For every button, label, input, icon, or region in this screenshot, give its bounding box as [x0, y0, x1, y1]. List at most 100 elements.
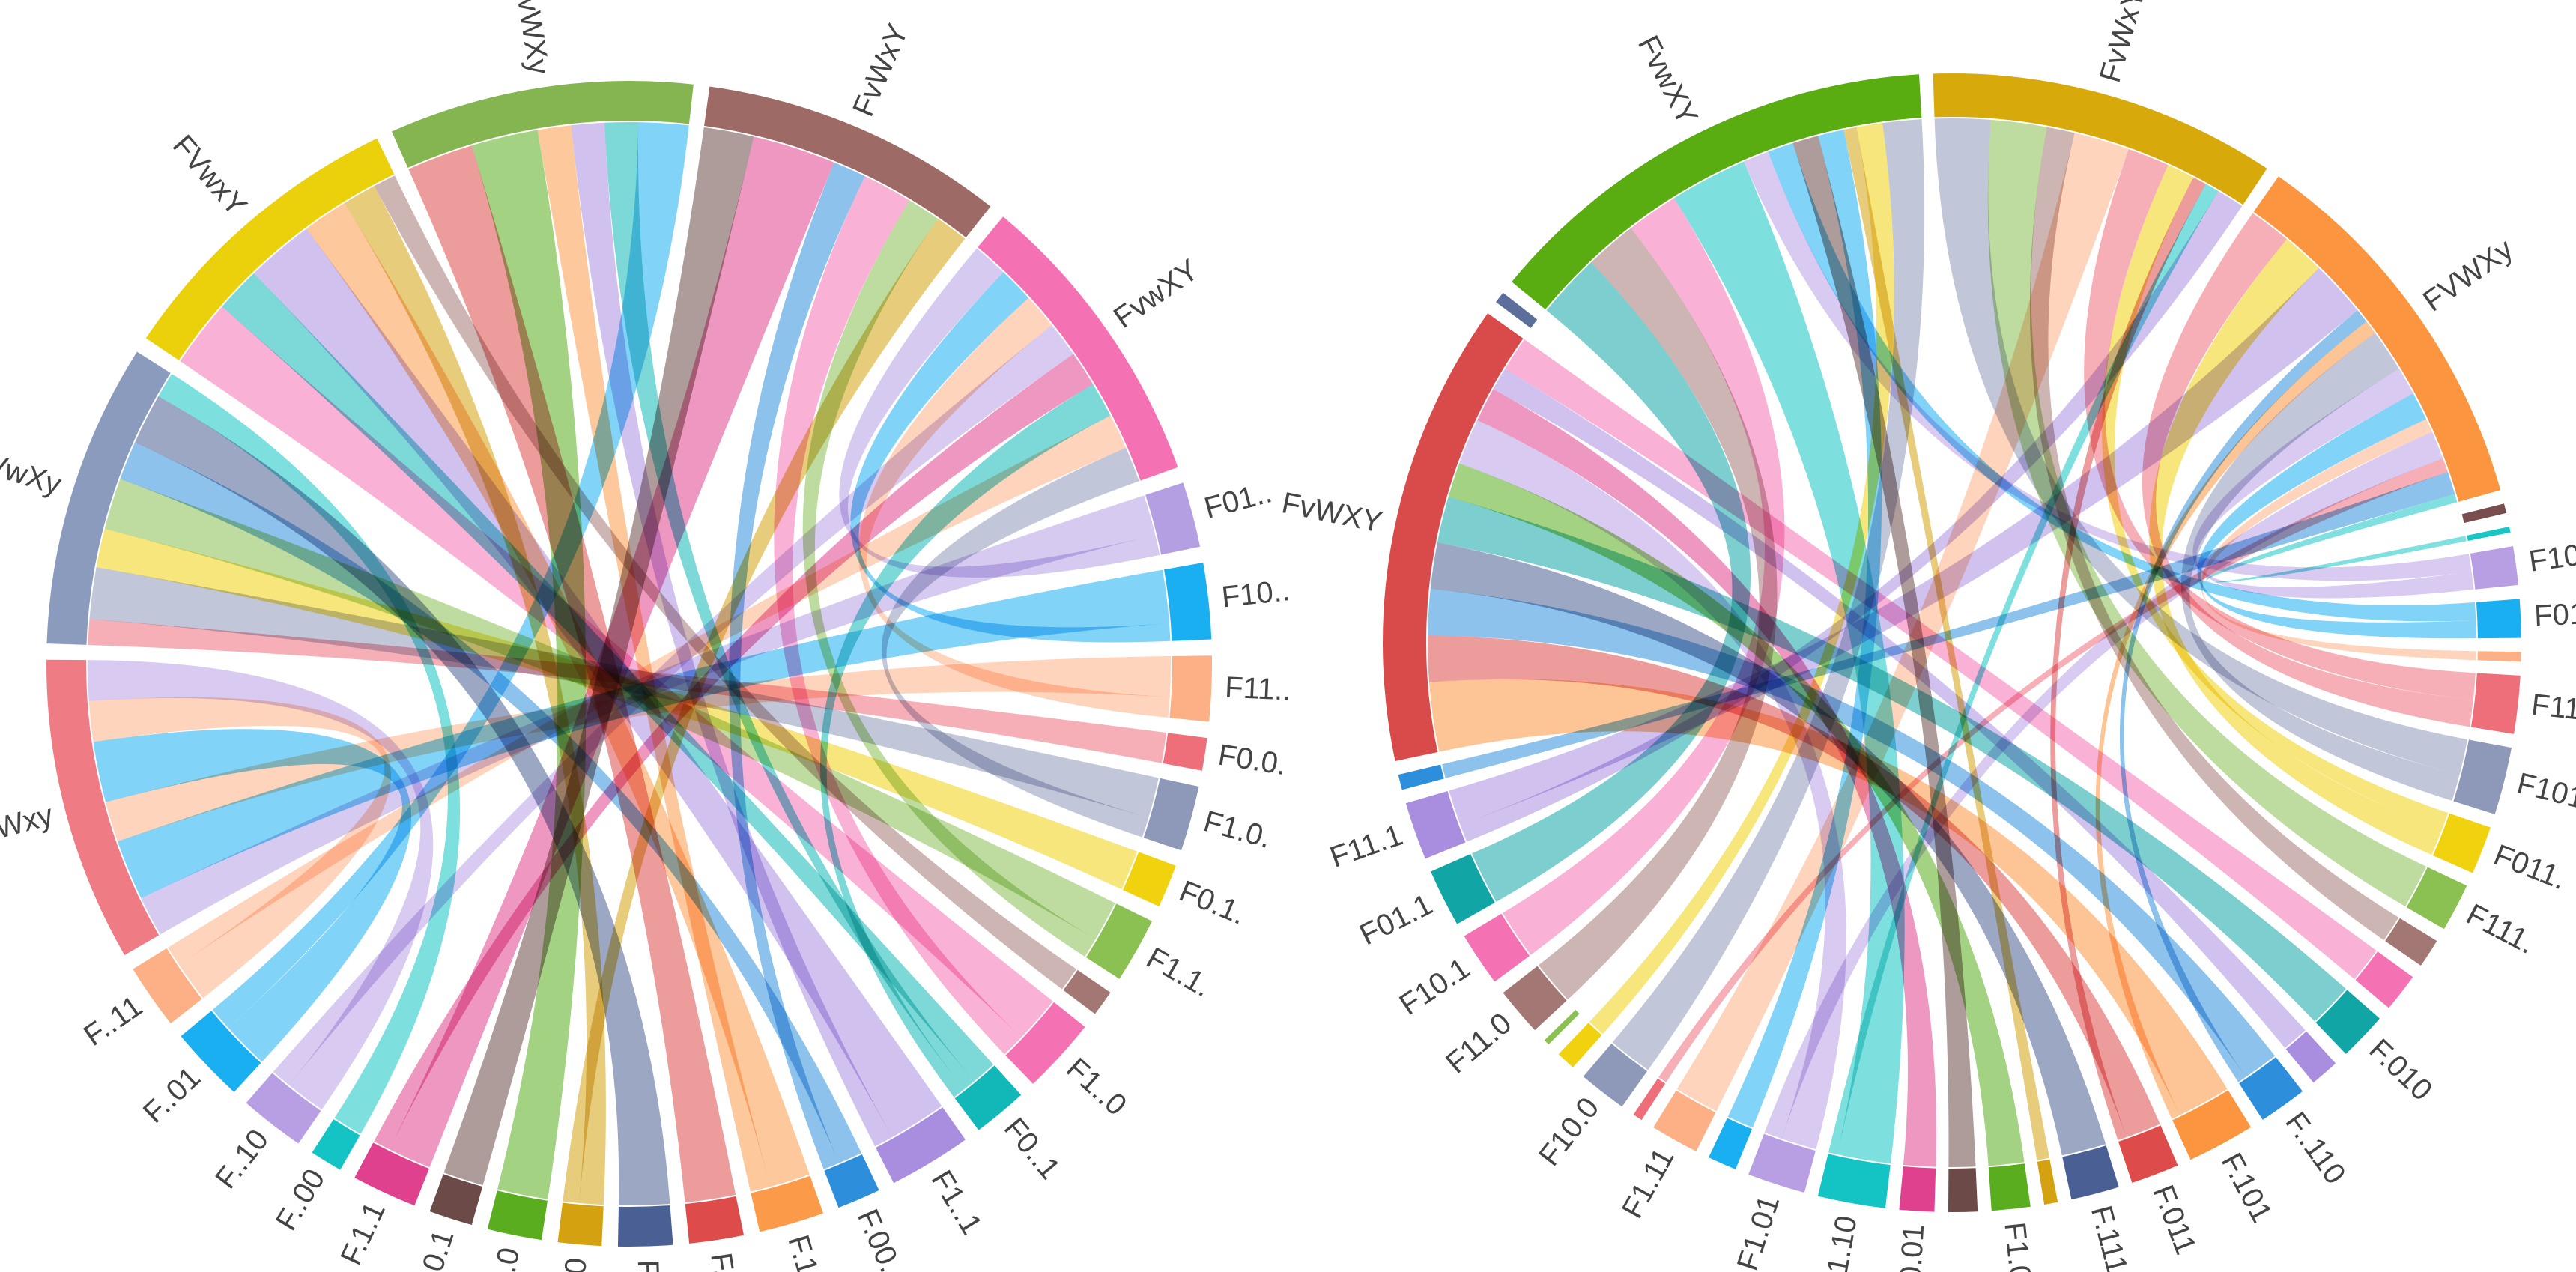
- label-f1-0: F1..0: [1060, 1052, 1133, 1122]
- arc-f-11: [133, 948, 202, 1024]
- label-f10: F10..: [1220, 574, 1291, 614]
- ribbon-fvwxy-to-f0-1: [819, 384, 1111, 1097]
- ribbon-fvwxy-to-f0-1: [96, 529, 1138, 890]
- label-f100: F100.: [2527, 535, 2576, 578]
- arc-f10: [1164, 563, 1212, 641]
- label-f10-1: F10.1: [1394, 951, 1476, 1021]
- arc-f1-11: [1653, 1090, 1716, 1151]
- arc-f11-0: [1503, 966, 1567, 1031]
- arc-f11-0-pre-a: [1558, 1023, 1602, 1067]
- ribbon-fvwxy-to-f-010: [1437, 497, 2346, 1022]
- arc-fvwxy: [704, 86, 991, 238]
- ribbon-fvwxy-to-f-0-0: [344, 186, 606, 1205]
- ribbon-fvwxy-to-f-10: [537, 125, 771, 1192]
- ribbon-fvwxy-to-f11-1: [1449, 267, 2358, 826]
- label-f1-10: F1.10: [1817, 1213, 1863, 1272]
- arc-f1-11-pre: [1709, 1118, 1753, 1169]
- ribbon-fvwxy-to-f011: [2149, 239, 2442, 855]
- ribbon-fvwxy-to-f10-1: [1503, 198, 1785, 955]
- ribbon-fvwxy-to-f101: [2180, 333, 2460, 801]
- ribbon-fvwxy-to-f111: [1987, 119, 2427, 907]
- arc-f101: [2453, 739, 2512, 814]
- arc-f110-pre: [2477, 651, 2521, 662]
- ribbon-fvwxy-to-f11-1-post: [1442, 472, 2455, 778]
- label-f-101: F.101: [2215, 1148, 2279, 1228]
- ribbon-fvwxy-to-f10-0: [1612, 119, 1925, 1070]
- ribbon-fvwxy-to-f01: [839, 248, 1160, 578]
- label-f101: F101.: [2514, 767, 2576, 818]
- arc-f-0-1: [429, 1174, 483, 1226]
- ribbon-fvwxy-to-f010: [2197, 393, 2476, 639]
- label-f111: F111.: [2461, 897, 2541, 960]
- ribbon-fvwxy-to-f-01: [212, 122, 689, 1029]
- ribbon-fvwxy-to-f-00: [729, 162, 865, 1169]
- label-f-011: F.011: [2146, 1181, 2202, 1259]
- ribbon-fvwxy-to-f-01: [408, 145, 736, 1203]
- arc-f-101: [2172, 1090, 2252, 1160]
- arc-f10-0-pre-a: [1633, 1078, 1666, 1121]
- arc-f11-0-pre-b: [1544, 1010, 1580, 1045]
- arc-fvwxy: [145, 138, 395, 360]
- arc-f-00: [824, 1154, 879, 1208]
- arc-f-110-pre: [2285, 1031, 2336, 1083]
- label-f-01: F..01: [137, 1061, 207, 1130]
- arc-f100: [2470, 546, 2519, 590]
- label-f1-01: F1.01: [1731, 1191, 1786, 1272]
- label-f-111: F.111: [2085, 1202, 2134, 1272]
- ribbon-fvwxy-to-f0-1: [222, 273, 994, 1082]
- arc-f1-00-pre: [2037, 1159, 2058, 1205]
- ribbon-fvwxy-to-f110-pre: [2201, 419, 2476, 661]
- arc-f-110: [2239, 1057, 2303, 1120]
- label-f1-0: F1.0.: [1200, 805, 1275, 855]
- ribbon-fvwxy-to-f110: [2084, 148, 2476, 700]
- arc-f11-1: [1405, 790, 1466, 859]
- label-f01-1: F01.1: [1354, 888, 1437, 951]
- arc-f-11: [617, 1205, 673, 1247]
- ribbon-fvwxy-to-f11: [858, 297, 1170, 718]
- label-f-10: F..10: [209, 1124, 275, 1195]
- ribbon-fvwxy-to-f0-0: [88, 619, 1167, 763]
- arc-f-10: [751, 1175, 824, 1232]
- arc-f01-1: [1431, 854, 1495, 924]
- label-fvwxy: FVWXy: [2417, 232, 2519, 318]
- ribbon-fvwxy-to-f-01: [93, 729, 412, 1062]
- arc-f1-01: [1748, 1133, 1816, 1193]
- ribbon-fvwxy-to-f11: [106, 655, 1172, 842]
- arc-f1-00: [1988, 1163, 2031, 1211]
- arc-fvwxy: [2253, 176, 2501, 502]
- arc-f0-01-pre: [1948, 1168, 1978, 1213]
- label-f-01: F.01.: [704, 1250, 747, 1272]
- ribbon-fvwxy-to-f10: [850, 272, 1171, 643]
- arc-f-01: [685, 1196, 744, 1244]
- arc-f-011: [2118, 1125, 2178, 1183]
- arc-f1-1: [876, 1107, 966, 1184]
- label-fvwxy: FvwXY: [1631, 31, 1704, 130]
- label-f-1-1: F.1.1: [335, 1197, 392, 1270]
- ribbon-fvwxy-to-f1-11: [1676, 133, 2129, 1112]
- arc-f0-0: [1163, 733, 1207, 771]
- arc-f-1-1: [354, 1142, 429, 1206]
- ribbon-fvwxy-to-f-0-1: [443, 127, 754, 1186]
- ribbon-fvwxy-to-f-11: [168, 415, 1127, 965]
- arc-fvwxy: [1933, 73, 2267, 205]
- arc-f1000-pre-a: [2461, 503, 2507, 524]
- label-fvwxy: FVWxy: [0, 799, 56, 855]
- arc-fvwxy: [46, 659, 160, 955]
- ribbon-fvwxy-to-f100: [2192, 369, 2474, 599]
- arc-f-0-0: [557, 1202, 604, 1247]
- label-f1-1: F1..1: [925, 1165, 989, 1241]
- arc-gap-mark: [1496, 292, 1538, 328]
- ribbon-fvwxy-to-f-1-1: [390, 136, 834, 1168]
- ribbon-fvwxy-to-f-010-pre-a: [2029, 127, 2399, 941]
- label-f1-1: F1.1.: [1141, 941, 1216, 1003]
- arc-f-010-pre-a: [2385, 918, 2437, 966]
- arc-f1-0: [1143, 778, 1199, 851]
- arc-f-010-pre-b: [2355, 951, 2413, 1008]
- arc-f0-01: [1899, 1166, 1936, 1212]
- arc-f-00: [312, 1119, 360, 1170]
- label-f010: F010.: [2533, 596, 2576, 632]
- arc-f10-1: [1464, 913, 1530, 982]
- group-arcs: [46, 80, 1212, 1247]
- arc-f11: [1169, 655, 1212, 722]
- arc-f-10: [246, 1073, 321, 1144]
